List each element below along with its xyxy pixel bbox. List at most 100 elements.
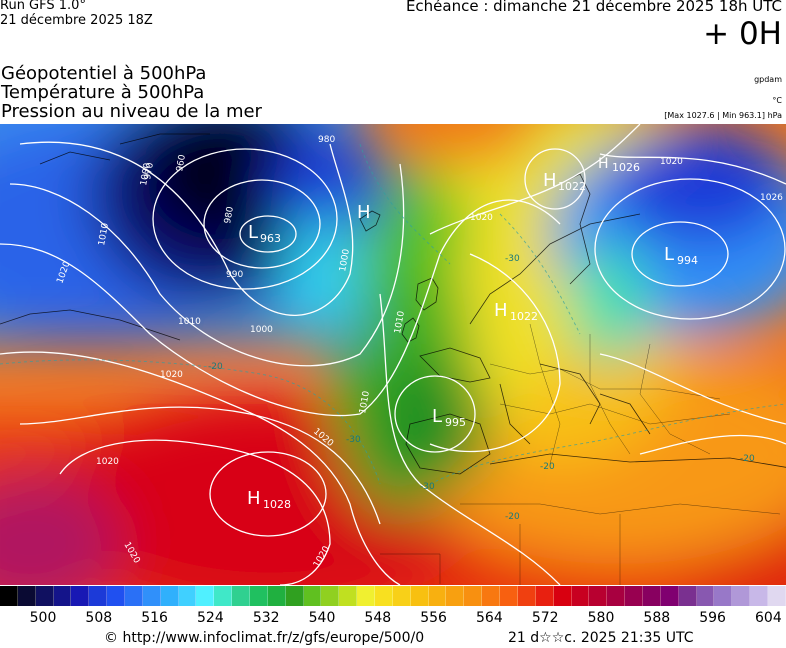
svg-text:-30: -30 xyxy=(420,482,435,492)
svg-text:1000: 1000 xyxy=(250,325,273,335)
svg-text:994: 994 xyxy=(677,254,698,267)
svg-text:1020: 1020 xyxy=(160,370,183,380)
svg-text:990: 990 xyxy=(226,270,243,280)
svg-text:980: 980 xyxy=(223,206,236,225)
svg-text:H: H xyxy=(357,202,371,223)
colorbar-swatch xyxy=(535,586,554,606)
colorbar-swatch xyxy=(232,586,251,606)
colorbar xyxy=(0,586,786,606)
svg-text:970: 970 xyxy=(143,162,156,181)
svg-text:1026: 1026 xyxy=(760,193,783,203)
svg-text:1020: 1020 xyxy=(660,157,683,167)
unit-temperature: °C xyxy=(772,96,782,105)
svg-text:1000: 1000 xyxy=(338,248,352,273)
colorbar-swatch xyxy=(767,586,786,606)
svg-text:-30: -30 xyxy=(346,435,361,445)
unit-pressure-range: [Max 1027.6 | Min 963.1] hPa xyxy=(664,111,782,120)
isotherm-labels: -20 -20 -20 -20 -30 -30 -30 xyxy=(208,254,755,522)
colorbar-tick: 596 xyxy=(699,610,726,626)
colorbar-tick: 580 xyxy=(587,610,615,626)
colorbar-tick: 604 xyxy=(755,610,782,626)
colorbar-swatch xyxy=(321,586,340,606)
isobars xyxy=(0,124,786,585)
high-centre: H xyxy=(357,202,371,223)
svg-text:1020: 1020 xyxy=(96,457,119,467)
source-link[interactable]: © http://www.infoclimat.fr/z/gfs/europe/… xyxy=(104,630,425,646)
colorbar-swatch xyxy=(410,586,429,606)
colorbar-swatch xyxy=(107,586,126,606)
colorbar-swatch xyxy=(571,586,590,606)
geopotential-field xyxy=(0,124,786,585)
colorbar-tick: 572 xyxy=(531,610,559,626)
high-centre: H 1022 xyxy=(494,300,538,323)
colorbar-swatch xyxy=(196,586,215,606)
colorbar-swatch xyxy=(589,586,608,606)
svg-text:963: 963 xyxy=(260,232,281,245)
colorbar-swatch xyxy=(625,586,643,606)
svg-text:1000: 1000 xyxy=(139,162,153,187)
colorbar-tick: 540 xyxy=(308,610,336,626)
colorbar-swatch xyxy=(71,586,90,606)
generated-time: 21 d☆☆c. 2025 21:35 UTC xyxy=(508,630,694,646)
run-date: 21 décembre 2025 18Z xyxy=(0,13,153,28)
colorbar-swatch xyxy=(250,586,268,606)
colorbar-swatch xyxy=(428,586,447,606)
svg-text:-20: -20 xyxy=(505,512,520,522)
colorbar-swatch xyxy=(0,586,18,606)
svg-text:980: 980 xyxy=(318,135,335,145)
colorbar-swatch xyxy=(500,586,518,606)
colorbar-swatch xyxy=(214,586,233,606)
colorbar-swatch xyxy=(696,586,715,606)
svg-text:-20: -20 xyxy=(740,454,755,464)
colorbar-swatch xyxy=(482,586,501,606)
colorbar-swatch xyxy=(392,586,411,606)
pressure-centres: H 1022 H 1026 H 1022 H 1028 H L 963 L 994 L 995 xyxy=(247,156,698,511)
colorbar-swatch xyxy=(339,586,358,606)
svg-text:L: L xyxy=(432,406,442,427)
colorbar-swatch xyxy=(125,586,143,606)
colorbar-tick: 516 xyxy=(141,610,168,626)
colorbar-swatch xyxy=(267,586,286,606)
svg-text:H: H xyxy=(247,488,261,509)
colorbar-swatch xyxy=(178,586,197,606)
svg-text:-20: -20 xyxy=(540,462,555,472)
colorbar-swatch xyxy=(375,586,393,606)
colorbar-swatch xyxy=(446,586,465,606)
colorbar-swatch xyxy=(142,586,161,606)
svg-text:H: H xyxy=(494,300,508,321)
colorbar-tick: 500 xyxy=(29,610,57,626)
svg-text:L: L xyxy=(248,222,258,243)
colorbar-swatch xyxy=(303,586,322,606)
svg-text:1020: 1020 xyxy=(470,213,493,223)
forecast-valid-time: Echéance : dimanche 21 décembre 2025 18h… xyxy=(405,0,782,15)
high-centre: H 1022 xyxy=(543,170,586,193)
colorbar-swatch xyxy=(607,586,626,606)
unit-geopotential: gpdam xyxy=(754,75,782,84)
run-title: Run GFS 1.0° xyxy=(0,0,86,13)
svg-text:1010: 1010 xyxy=(97,222,111,247)
high-centre: H 1028 xyxy=(247,488,291,511)
colorbar-swatch xyxy=(35,586,54,606)
colorbar-swatch xyxy=(517,586,536,606)
svg-text:L: L xyxy=(664,244,674,265)
svg-text:1010: 1010 xyxy=(178,317,201,327)
field-geopotential: Géopotentiel à 500hPa xyxy=(1,63,207,84)
coastlines xyxy=(0,133,786,475)
weather-map: H 1022 H 1026 H 1022 H 1028 H L 963 L 994 L 995… xyxy=(0,124,786,585)
colorbar-tick: 532 xyxy=(252,610,280,626)
colorbar-swatch xyxy=(160,586,179,606)
colorbar-swatch xyxy=(660,586,679,606)
svg-text:995: 995 xyxy=(445,416,466,429)
low-centre: L 995 xyxy=(432,406,466,429)
colorbar-swatch xyxy=(553,586,572,606)
colorbar-swatch xyxy=(357,586,376,606)
colorbar-swatch xyxy=(89,586,108,606)
colorbar-swatch xyxy=(285,586,304,606)
svg-text:H: H xyxy=(543,170,557,191)
svg-text:-20: -20 xyxy=(208,362,223,372)
colorbar-swatch xyxy=(464,586,483,606)
colorbar-swatch xyxy=(17,586,36,606)
high-centre: H 1026 xyxy=(598,156,640,174)
svg-text:H: H xyxy=(598,156,609,172)
forecast-offset: + 0H xyxy=(703,16,782,52)
